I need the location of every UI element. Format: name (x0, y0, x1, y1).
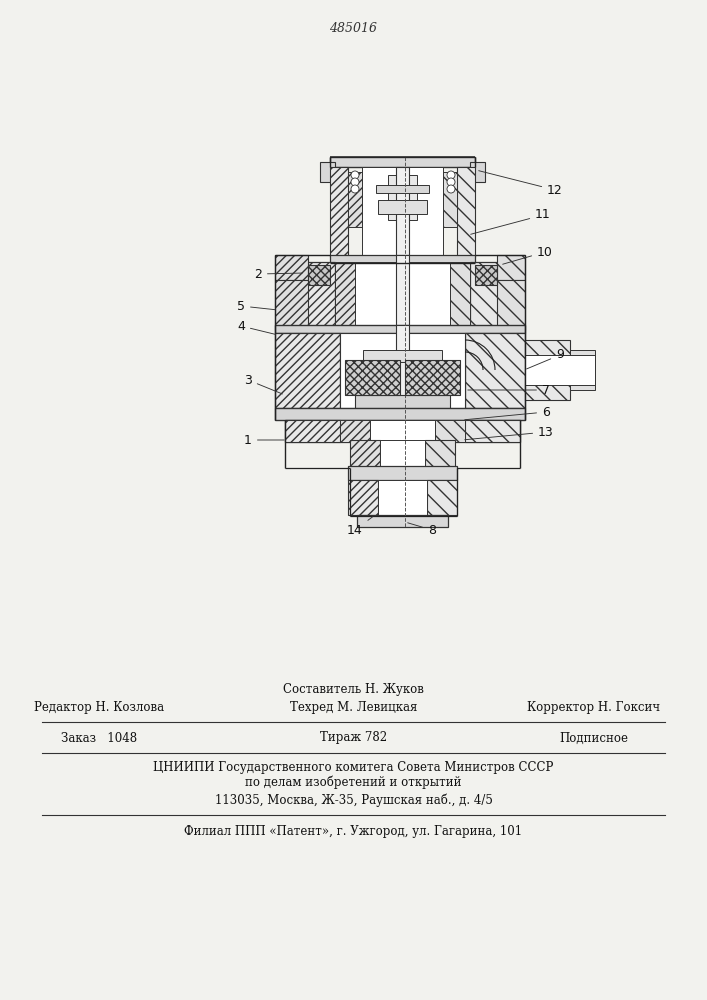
Text: 9: 9 (527, 349, 564, 369)
Circle shape (351, 185, 359, 193)
Bar (285, 420, 520, 442)
Bar (308, 265, 330, 285)
Text: ЦНИИПИ Государственного комитега Совета Министров СССР: ЦНИИПИ Государственного комитега Совета … (153, 762, 554, 774)
Bar (350, 440, 380, 468)
Bar (348, 172, 362, 227)
Bar (525, 355, 595, 385)
Bar (450, 262, 470, 327)
Text: 2: 2 (254, 267, 302, 280)
Bar (396, 255, 409, 327)
Bar (340, 333, 355, 358)
Bar (363, 350, 442, 362)
Bar (396, 167, 409, 257)
Text: Подписное: Подписное (559, 732, 629, 744)
Bar (357, 515, 448, 527)
Bar (525, 370, 570, 400)
Text: 1: 1 (244, 434, 284, 446)
Text: Заказ   1048: Заказ 1048 (61, 732, 137, 744)
Bar (330, 255, 475, 263)
Bar (425, 440, 455, 468)
Bar (450, 333, 465, 358)
Bar (396, 325, 409, 408)
Bar (275, 325, 525, 333)
Bar (470, 162, 485, 182)
Bar (330, 167, 348, 257)
Bar (388, 175, 399, 220)
Bar (570, 350, 595, 390)
Bar (355, 395, 450, 408)
Bar (443, 172, 457, 227)
Text: 10: 10 (503, 245, 553, 264)
Bar (275, 408, 525, 420)
Bar (355, 262, 450, 327)
Bar (435, 420, 465, 442)
Text: Техред М. Левицкая: Техред М. Левицкая (290, 702, 417, 714)
Bar (335, 262, 355, 327)
Bar (380, 440, 425, 468)
Bar (465, 333, 525, 408)
Bar (497, 255, 525, 280)
Text: Филиал ППП «Патент», г. Ужгород, ул. Гагарина, 101: Филиал ППП «Патент», г. Ужгород, ул. Гаг… (185, 826, 522, 838)
Text: Тираж 782: Тираж 782 (320, 732, 387, 744)
Bar (406, 175, 417, 220)
Text: 13: 13 (464, 426, 554, 440)
Text: Редактор Н. Козлова: Редактор Н. Козлова (34, 702, 164, 714)
Bar (275, 333, 340, 408)
Bar (376, 185, 429, 193)
Bar (348, 480, 378, 515)
Bar (378, 200, 427, 214)
Circle shape (447, 185, 455, 193)
Text: 4: 4 (237, 320, 275, 334)
Text: 6: 6 (464, 406, 550, 420)
Bar (340, 420, 370, 442)
Text: 485016: 485016 (329, 21, 377, 34)
Bar (525, 340, 570, 370)
Text: по делам изобретений и открытий: по делам изобретений и открытий (245, 775, 462, 789)
Text: Корректор Н. Гоксич: Корректор Н. Гоксич (527, 702, 660, 714)
Bar (330, 157, 475, 167)
Text: 113035, Москва, Ж-35, Раушская наб., д. 4/5: 113035, Москва, Ж-35, Раушская наб., д. … (214, 793, 493, 807)
Bar (275, 255, 308, 280)
Bar (475, 265, 497, 285)
Circle shape (351, 178, 359, 186)
Circle shape (351, 171, 359, 179)
Bar (305, 262, 335, 327)
Bar (465, 420, 520, 442)
Text: 11: 11 (471, 209, 551, 234)
Bar (405, 360, 460, 395)
Circle shape (447, 171, 455, 179)
Bar (285, 420, 340, 442)
Text: 12: 12 (479, 171, 563, 196)
Bar (457, 167, 475, 257)
Bar (345, 360, 400, 395)
Bar (362, 167, 443, 257)
Bar (320, 162, 335, 182)
Text: 3: 3 (244, 373, 282, 394)
Text: 5: 5 (237, 300, 275, 312)
Bar (427, 480, 457, 515)
Bar (340, 333, 465, 408)
Circle shape (447, 178, 455, 186)
Bar (370, 420, 435, 442)
Text: 14: 14 (347, 517, 373, 536)
Bar (378, 480, 427, 515)
Bar (275, 280, 308, 330)
Bar (497, 280, 525, 330)
Bar (348, 466, 457, 480)
Text: 7: 7 (468, 383, 550, 396)
Text: Составитель Н. Жуков: Составитель Н. Жуков (283, 684, 424, 696)
Text: 8: 8 (408, 523, 436, 536)
Bar (470, 262, 500, 327)
